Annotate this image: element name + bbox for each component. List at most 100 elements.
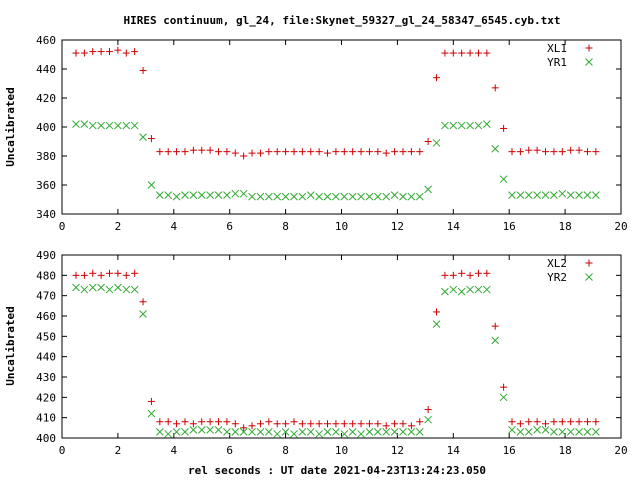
data-point bbox=[214, 191, 223, 200]
data-point bbox=[88, 121, 97, 130]
data-point bbox=[482, 120, 491, 128]
data-point bbox=[441, 271, 449, 279]
x-tick-label: 2 bbox=[115, 444, 122, 457]
data-point bbox=[525, 418, 533, 426]
data-point bbox=[239, 428, 248, 436]
data-point bbox=[592, 148, 600, 156]
data-point bbox=[281, 192, 290, 201]
x-tick-label: 8 bbox=[282, 444, 289, 457]
y-tick-label: 360 bbox=[36, 179, 56, 192]
data-point bbox=[567, 146, 575, 154]
data-point bbox=[399, 192, 407, 201]
y-tick-label: 420 bbox=[36, 391, 56, 404]
data-point bbox=[407, 422, 415, 430]
data-point bbox=[139, 133, 147, 142]
data-point bbox=[466, 271, 474, 279]
legend-marker bbox=[585, 273, 593, 281]
data-point bbox=[516, 148, 524, 156]
data-point bbox=[197, 426, 206, 434]
data-point bbox=[80, 120, 89, 128]
data-point bbox=[155, 428, 164, 436]
data-point bbox=[390, 428, 399, 436]
data-point bbox=[592, 418, 600, 426]
data-point bbox=[206, 191, 214, 200]
data-point bbox=[181, 428, 189, 436]
data-point bbox=[281, 428, 290, 436]
y-tick-label: 440 bbox=[36, 63, 56, 76]
data-point bbox=[214, 426, 223, 434]
data-point bbox=[114, 121, 122, 130]
data-point bbox=[181, 148, 189, 156]
data-point bbox=[122, 121, 131, 130]
x-tick-label: 8 bbox=[282, 220, 289, 233]
x-tick-label: 6 bbox=[226, 444, 233, 457]
data-point bbox=[273, 148, 281, 156]
data-point bbox=[173, 420, 181, 428]
data-point bbox=[323, 428, 332, 436]
data-point bbox=[114, 269, 122, 277]
data-point bbox=[516, 428, 525, 436]
data-point bbox=[156, 418, 164, 426]
data-point bbox=[131, 48, 139, 56]
x-tick-label: 14 bbox=[447, 444, 461, 457]
data-point bbox=[97, 48, 105, 56]
data-point bbox=[265, 418, 273, 426]
data-point bbox=[114, 283, 122, 292]
data-point bbox=[491, 84, 499, 92]
data-point bbox=[340, 148, 348, 156]
data-point bbox=[432, 320, 441, 328]
data-point bbox=[558, 148, 566, 156]
data-point bbox=[332, 420, 340, 428]
data-point bbox=[348, 192, 357, 201]
data-point bbox=[248, 149, 256, 157]
chart-title: HIRES continuum, gl_24, file:Skynet_5932… bbox=[123, 14, 560, 27]
y-tick-label: 380 bbox=[36, 150, 56, 163]
data-point bbox=[533, 426, 542, 434]
data-point bbox=[591, 428, 600, 436]
data-point bbox=[583, 191, 592, 200]
data-point bbox=[508, 426, 516, 434]
series-yr2 bbox=[72, 283, 600, 438]
data-point bbox=[72, 120, 80, 128]
data-point bbox=[373, 192, 382, 201]
x-tick-label: 18 bbox=[558, 444, 571, 457]
x-tick-label: 4 bbox=[170, 444, 177, 457]
data-point bbox=[499, 393, 508, 402]
data-point bbox=[206, 146, 214, 154]
data-point bbox=[122, 49, 130, 57]
data-point bbox=[399, 428, 407, 436]
data-point bbox=[290, 418, 298, 426]
data-point bbox=[122, 271, 130, 279]
data-point bbox=[516, 191, 525, 200]
data-point bbox=[566, 428, 575, 436]
data-point bbox=[457, 121, 466, 130]
legend-label: XL1 bbox=[547, 42, 567, 55]
data-point bbox=[550, 428, 558, 436]
data-point bbox=[131, 269, 139, 277]
data-point bbox=[223, 148, 231, 156]
data-point bbox=[156, 148, 164, 156]
y-tick-label: 460 bbox=[36, 34, 56, 47]
data-point bbox=[373, 428, 382, 436]
data-point bbox=[474, 269, 482, 277]
data-point bbox=[164, 148, 172, 156]
data-point bbox=[231, 420, 239, 428]
data-point bbox=[567, 418, 575, 426]
data-point bbox=[198, 146, 206, 154]
data-point bbox=[172, 192, 181, 201]
y-tick-label: 490 bbox=[36, 249, 56, 262]
data-point bbox=[315, 192, 323, 201]
data-point bbox=[550, 418, 558, 426]
data-point bbox=[466, 49, 474, 57]
data-point bbox=[189, 420, 197, 428]
data-point bbox=[575, 418, 583, 426]
data-point bbox=[105, 285, 114, 294]
top-plot-panel: Uncalibrated 0 2 4 6 8 10 12 14 16 18 20 340 360 380 40… bbox=[4, 34, 628, 233]
legend-marker bbox=[585, 58, 593, 66]
y-tick-label: 440 bbox=[36, 351, 56, 364]
data-point bbox=[541, 191, 550, 200]
data-point bbox=[558, 189, 567, 198]
data-point bbox=[441, 287, 449, 296]
data-point bbox=[357, 430, 365, 438]
